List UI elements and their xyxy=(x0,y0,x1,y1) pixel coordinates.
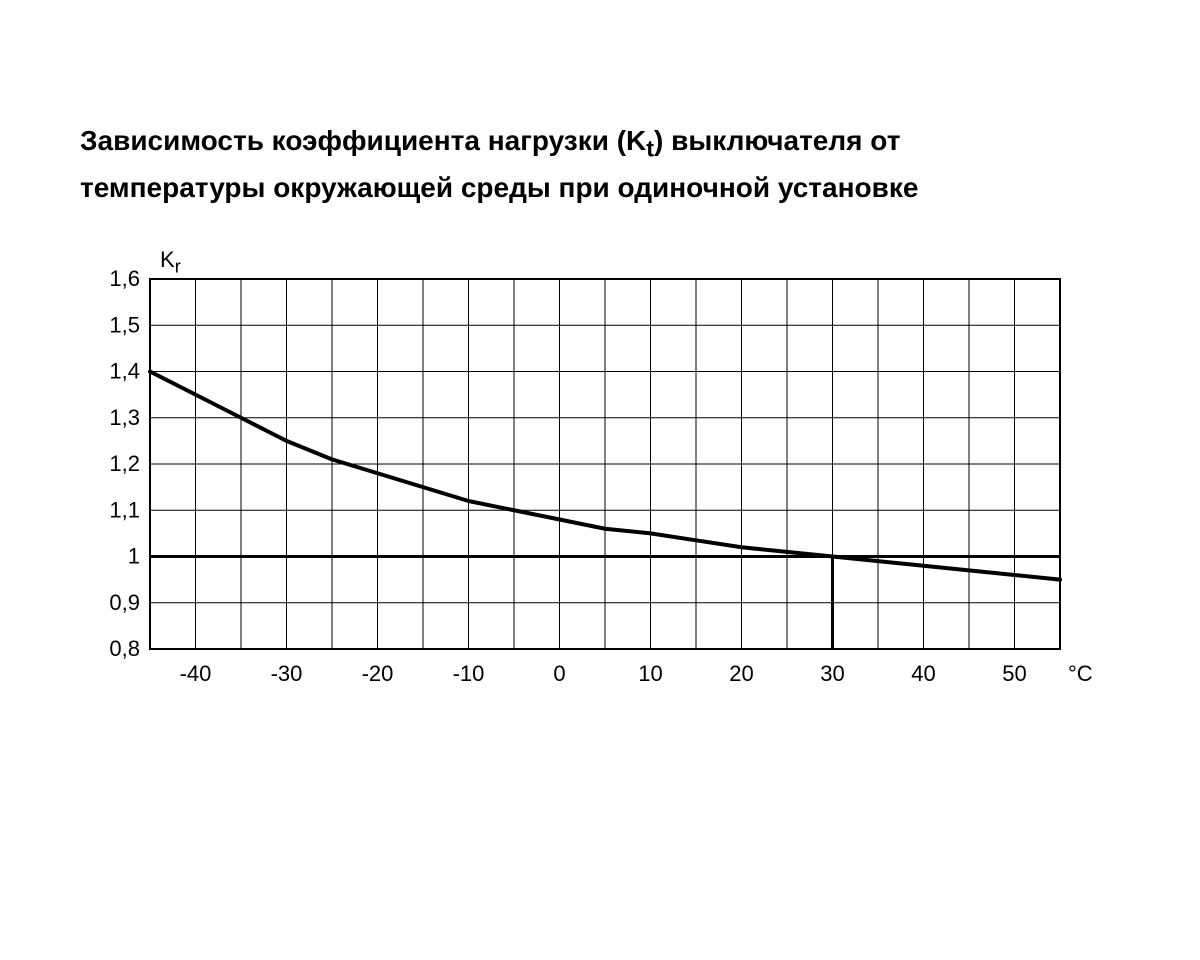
page: Зависимость коэффициента нагрузки (Kt) в… xyxy=(0,0,1200,960)
chart-title-line-1: Зависимость коэффициента нагрузки (Kt) в… xyxy=(80,120,1120,167)
y-tick-label: 1,4 xyxy=(109,358,140,383)
chart-title-subscript: t xyxy=(646,136,654,162)
x-tick-label: 40 xyxy=(911,661,935,686)
line-chart: 0,8 0,9 1 1,1 1,2 1,3 1,4 1,5 1,6 -40 -30 -20 -10 0 10… xyxy=(80,239,1100,739)
y-tick-label: 1,5 xyxy=(109,312,140,337)
x-tick-label: 0 xyxy=(553,661,565,686)
x-tick-label: -40 xyxy=(180,661,212,686)
y-tick-label: 1,1 xyxy=(109,497,140,522)
y-tick-label: 1,3 xyxy=(109,404,140,429)
y-tick-label: 0,9 xyxy=(109,589,140,614)
x-tick-label: 50 xyxy=(1002,661,1026,686)
x-tick-label: 10 xyxy=(638,661,662,686)
chart-container: Kr 0,8 0,9 1 1,1 1,2 1,3 1,4 1,5 1,6 -40 -30 -20 -10… xyxy=(80,239,1120,739)
chart-title: Зависимость коэффициента нагрузки (Kt) в… xyxy=(80,120,1120,209)
x-tick-label: 20 xyxy=(729,661,753,686)
y-tick-label: 1 xyxy=(128,543,140,568)
chart-title-line-2: температуры окружающей среды при одиночн… xyxy=(80,167,1120,209)
y-tick-label: 1,2 xyxy=(109,451,140,476)
y-axis-label: Kr xyxy=(160,247,181,277)
y-axis-label-subscript: r xyxy=(175,255,181,276)
y-tick-label: 1,6 xyxy=(109,266,140,291)
x-tick-label: 30 xyxy=(820,661,844,686)
y-tick-label: 0,8 xyxy=(109,636,140,661)
x-tick-label: -10 xyxy=(453,661,485,686)
x-tick-label: -30 xyxy=(271,661,303,686)
x-tick-label: -20 xyxy=(362,661,394,686)
x-axis-unit: °C xyxy=(1068,661,1093,686)
